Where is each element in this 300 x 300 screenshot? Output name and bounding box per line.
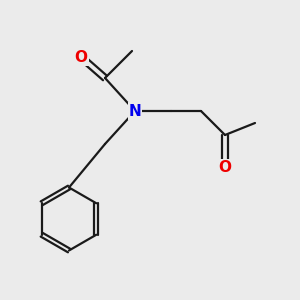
Text: O: O bbox=[74, 50, 88, 64]
Text: O: O bbox=[218, 160, 232, 175]
Text: N: N bbox=[129, 103, 141, 118]
